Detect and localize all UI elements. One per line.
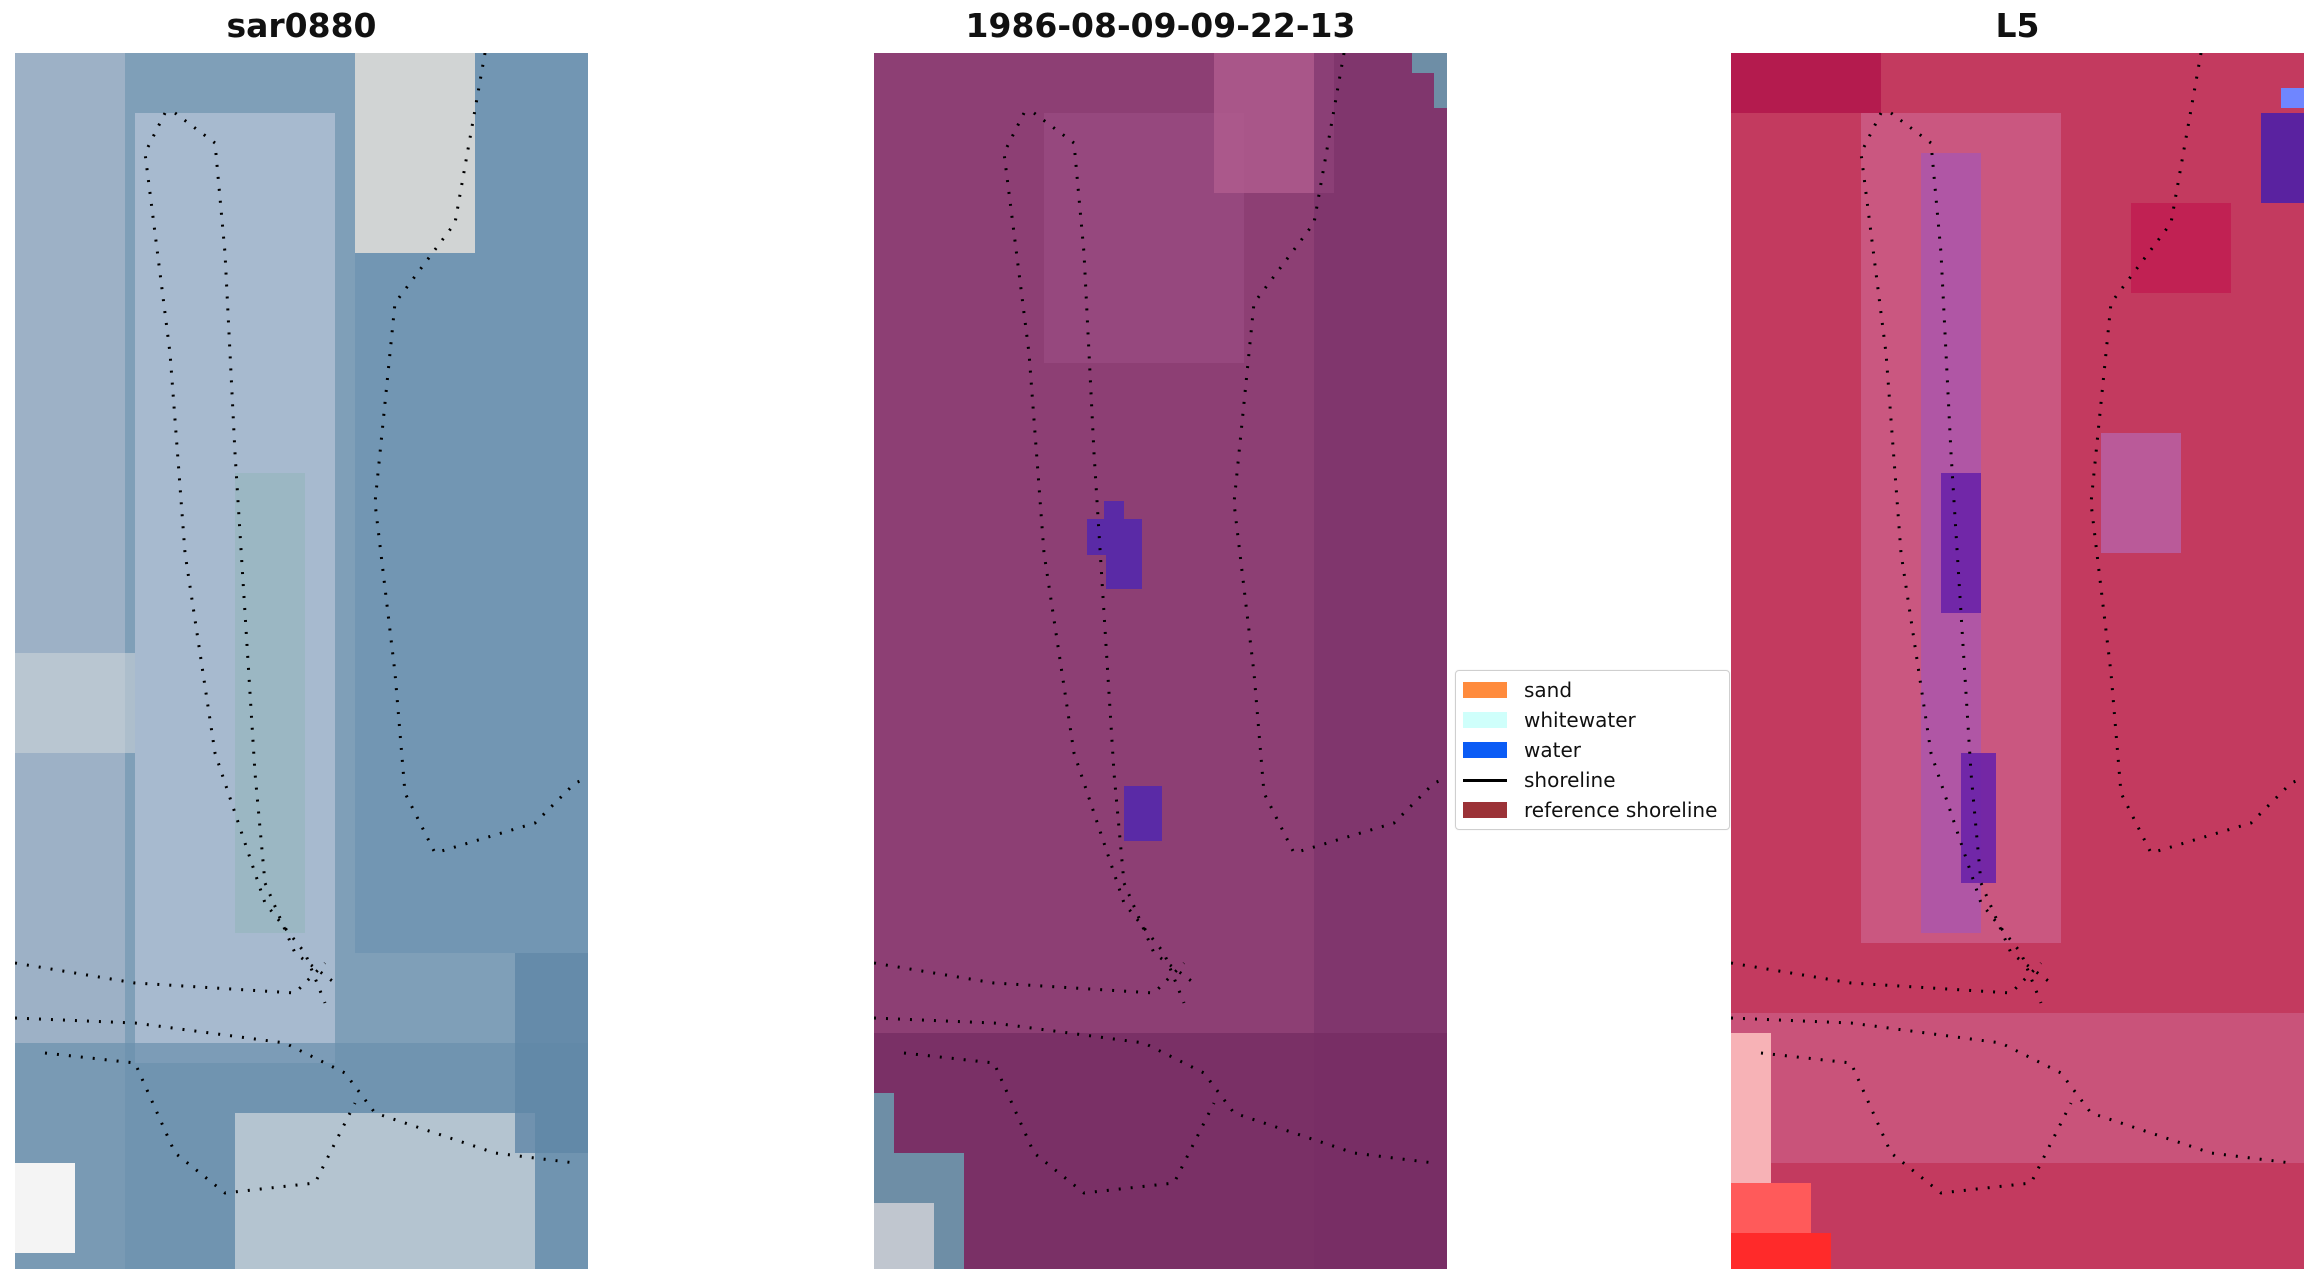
legend-item-sand: sand [1463,675,1572,705]
shoreline-dots [15,53,588,1195]
whitewater-swatch [1463,712,1507,728]
sand-swatch [1463,682,1507,698]
classified-image-panel [874,53,1447,1269]
panel-title-sar: sar0880 [226,6,377,45]
shoreline-dots [874,53,1447,1195]
legend-item-reference-shoreline: reference shoreline [1463,795,1717,825]
panel-title-date: 1986-08-09-09-22-13 [965,6,1356,45]
legend-label: whitewater [1524,708,1636,732]
legend-label: reference shoreline [1524,798,1718,822]
shoreline-dots [1731,53,2304,1195]
legend-item-whitewater: whitewater [1463,705,1636,735]
probability-image-panel [1731,53,2304,1269]
legend-label: water [1524,738,1581,762]
legend: sand whitewater water shoreline referenc… [1455,670,1730,830]
rgb-image-panel [15,53,588,1269]
probability-image [1731,53,2304,1269]
legend-label: sand [1524,678,1573,702]
legend-item-shoreline: shoreline [1463,765,1616,795]
legend-label: shoreline [1524,768,1616,792]
reference-shoreline-swatch [1463,802,1507,818]
water-swatch [1463,742,1507,758]
shoreline-line [1463,778,1507,782]
classified-image [874,53,1447,1269]
legend-item-water: water [1463,735,1581,765]
rgb-image [15,53,588,1269]
water-region [1087,519,1142,555]
panel-title-l5: L5 [1995,6,2040,45]
